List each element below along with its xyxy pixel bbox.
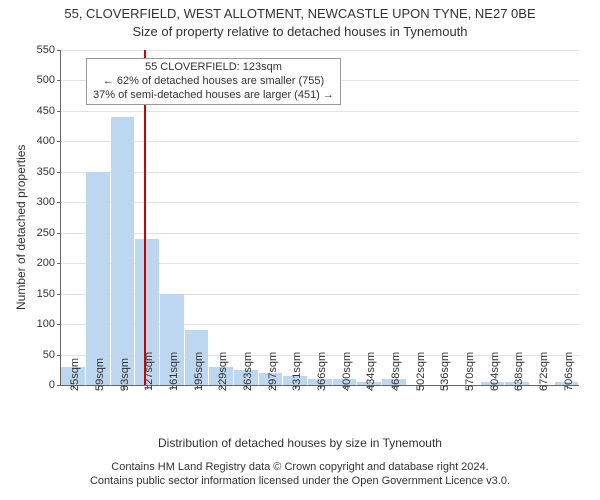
gridline-h bbox=[61, 141, 579, 142]
annot-line-2: ← 62% of detached houses are smaller (75… bbox=[93, 75, 334, 89]
x-tick-label: 502sqm bbox=[415, 352, 427, 391]
footer-line-2: Contains public sector information licen… bbox=[0, 474, 600, 488]
x-tick-label: 604sqm bbox=[489, 352, 501, 391]
x-tick-label: 434sqm bbox=[365, 352, 377, 391]
y-tick-label: 400 bbox=[37, 135, 55, 147]
x-tick-label: 331sqm bbox=[291, 352, 303, 391]
y-tick-label: 0 bbox=[49, 379, 55, 391]
x-tick-label: 263sqm bbox=[242, 352, 254, 391]
chart-root: 55, CLOVERFIELD, WEST ALLOTMENT, NEWCAST… bbox=[0, 0, 600, 500]
gridline-h bbox=[61, 50, 579, 51]
y-tick-label: 250 bbox=[37, 227, 55, 239]
y-tick-label: 450 bbox=[37, 105, 55, 117]
x-tick-label: 161sqm bbox=[168, 352, 180, 391]
y-tick-label: 100 bbox=[37, 318, 55, 330]
gridline-h bbox=[61, 233, 579, 234]
y-tick-label: 50 bbox=[43, 349, 55, 361]
y-tick-label: 300 bbox=[37, 196, 55, 208]
y-axis-label: Number of detached properties bbox=[14, 145, 28, 310]
histogram-bar bbox=[86, 172, 110, 385]
x-axis-label: Distribution of detached houses by size … bbox=[0, 436, 600, 450]
y-tick-label: 500 bbox=[37, 74, 55, 86]
y-tick-label: 150 bbox=[37, 288, 55, 300]
x-tick-label: 570sqm bbox=[464, 352, 476, 391]
y-tick-label: 350 bbox=[37, 166, 55, 178]
y-tick-label: 550 bbox=[37, 44, 55, 56]
y-tick-label: 200 bbox=[37, 257, 55, 269]
x-tick-label: 59sqm bbox=[94, 358, 106, 391]
x-tick-label: 366sqm bbox=[316, 352, 328, 391]
x-tick-label: 229sqm bbox=[217, 352, 229, 391]
histogram-bar bbox=[111, 117, 135, 385]
chart-title-line1: 55, CLOVERFIELD, WEST ALLOTMENT, NEWCAST… bbox=[0, 6, 600, 21]
x-tick-label: 195sqm bbox=[193, 352, 205, 391]
chart-footer: Contains HM Land Registry data © Crown c… bbox=[0, 460, 600, 489]
x-tick-label: 468sqm bbox=[390, 352, 402, 391]
annot-line-1: 55 CLOVERFIELD: 123sqm bbox=[93, 61, 334, 75]
chart-title-line2: Size of property relative to detached ho… bbox=[0, 24, 600, 39]
x-tick-label: 638sqm bbox=[513, 352, 525, 391]
x-tick-label: 297sqm bbox=[267, 352, 279, 391]
footer-line-1: Contains HM Land Registry data © Crown c… bbox=[0, 460, 600, 474]
x-tick-label: 536sqm bbox=[439, 352, 451, 391]
x-tick-label: 25sqm bbox=[69, 358, 81, 391]
x-tick-label: 93sqm bbox=[119, 358, 131, 391]
x-tick-label: 706sqm bbox=[563, 352, 575, 391]
annot-line-3: 37% of semi-detached houses are larger (… bbox=[93, 89, 334, 103]
gridline-h bbox=[61, 172, 579, 173]
gridline-h bbox=[61, 202, 579, 203]
gridline-h bbox=[61, 111, 579, 112]
x-tick-label: 672sqm bbox=[538, 352, 550, 391]
reference-annotation: 55 CLOVERFIELD: 123sqm ← 62% of detached… bbox=[86, 58, 341, 105]
x-tick-label: 400sqm bbox=[341, 352, 353, 391]
